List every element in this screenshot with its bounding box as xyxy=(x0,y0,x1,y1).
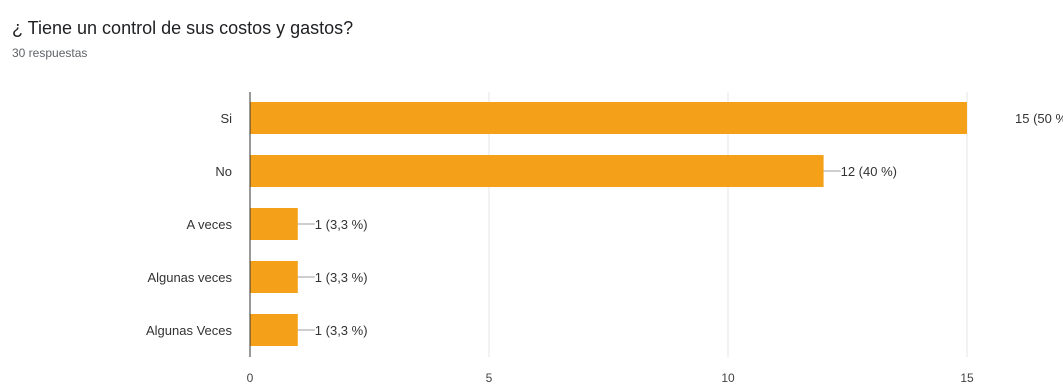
chart-title: ¿ Tiene un control de sus costos y gasto… xyxy=(12,18,354,38)
response-count: 30 respuestas xyxy=(12,46,88,60)
category-label: A veces xyxy=(186,217,232,232)
data-label: 1 (3,3 %) xyxy=(315,323,368,338)
bars xyxy=(250,102,967,346)
bar xyxy=(250,261,298,293)
x-tick-label: 10 xyxy=(721,371,735,385)
category-label: Algunas veces xyxy=(147,270,232,285)
category-labels: Si No A veces Algunas veces Algunas Veces xyxy=(146,111,233,338)
bar xyxy=(250,208,298,240)
x-tick-label: 5 xyxy=(486,371,493,385)
data-label: 12 (40 %) xyxy=(841,164,897,179)
x-tick-label: 15 xyxy=(960,371,974,385)
bar xyxy=(250,155,824,187)
grid-lines xyxy=(488,92,968,357)
category-label: No xyxy=(215,164,232,179)
x-tick-label: 0 xyxy=(247,371,254,385)
bar xyxy=(250,102,967,134)
data-label: 1 (3,3 %) xyxy=(315,217,368,232)
category-label: Algunas Veces xyxy=(146,323,233,338)
x-axis-ticks: 0 5 10 15 xyxy=(247,371,974,385)
data-label: 15 (50 %) xyxy=(1015,111,1063,126)
category-label: Si xyxy=(220,111,232,126)
data-labels: 15 (50 %) 12 (40 %) 1 (3,3 %) 1 (3,3 %) 1 (3… xyxy=(297,111,1063,338)
bar xyxy=(250,314,298,346)
data-label: 1 (3,3 %) xyxy=(315,270,368,285)
